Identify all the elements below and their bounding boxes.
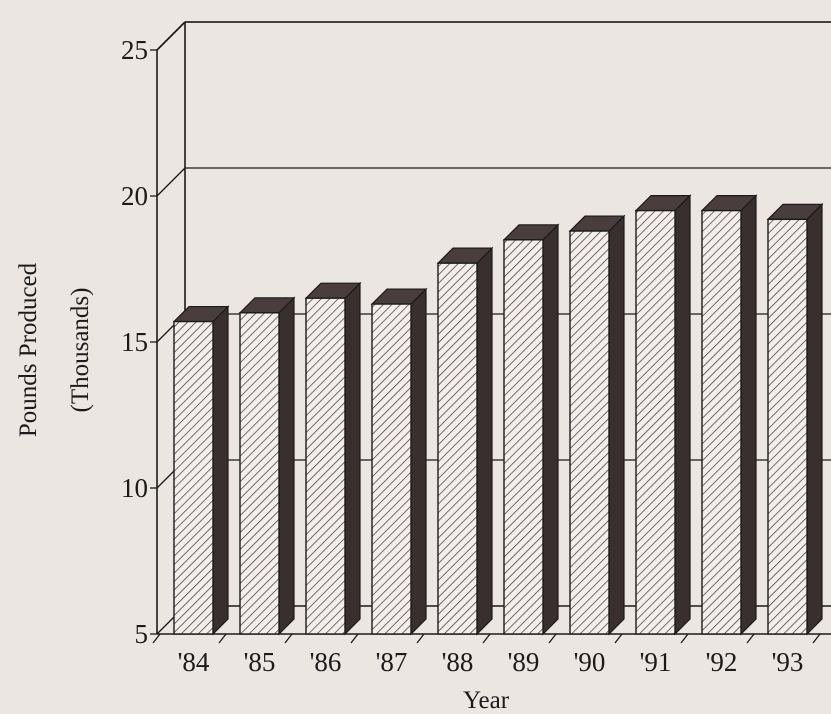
x-tick-label: '93 (772, 647, 804, 677)
bar (238, 296, 296, 636)
x-tick-label: '84 (178, 647, 210, 677)
bars (172, 194, 824, 636)
bar-front (173, 320, 214, 635)
bar (172, 305, 230, 636)
x-tick-label: '89 (508, 647, 540, 677)
y-tick-label: 20 (121, 181, 148, 211)
x-tick-label: '91 (640, 647, 672, 677)
x-tick-mark (746, 633, 755, 644)
x-tick-label: '88 (442, 647, 474, 677)
x-tick-mark (218, 633, 227, 644)
y-tick-label: 15 (121, 327, 148, 357)
bar-side (212, 305, 229, 636)
x-tick-label: '87 (376, 647, 408, 677)
bar-front (701, 209, 742, 635)
bar-side (278, 296, 295, 636)
bar-side (740, 194, 757, 636)
bar-side (410, 287, 427, 636)
x-tick-label: '86 (310, 647, 342, 677)
bar-front (305, 297, 346, 635)
bar-front (239, 312, 280, 635)
bar-side (674, 194, 691, 636)
x-tick-mark (152, 633, 161, 644)
y-axis-title-line1: Pounds Produced (15, 262, 42, 437)
bar-front (635, 209, 676, 635)
y-axis-ticks: 5 10 15 20 25 (121, 35, 157, 649)
x-tick-mark (350, 633, 359, 644)
gridline-diagonal (156, 167, 186, 197)
x-tick-mark (416, 633, 425, 644)
bar (568, 214, 626, 636)
bar-front (569, 230, 610, 635)
x-tick-mark (548, 633, 557, 644)
bar-front (503, 239, 544, 635)
bar-front (767, 218, 808, 635)
bar (304, 281, 362, 636)
x-axis-ticks: '84 '85 '86 '87 '88 '89 '90 '91 '92 '93 (152, 633, 821, 677)
y-axis-title-line2: (Thousands) (67, 288, 94, 413)
x-tick-mark (614, 633, 623, 644)
gridline-diagonal (156, 21, 186, 51)
y-tick-label: 10 (121, 473, 148, 503)
bar (436, 246, 494, 636)
x-tick-mark (812, 633, 821, 644)
bar (700, 194, 758, 636)
x-tick-mark (284, 633, 293, 644)
y-tick-label: 5 (135, 619, 149, 649)
bar (766, 202, 824, 636)
bar (370, 287, 428, 636)
bar-side (806, 202, 823, 636)
x-tick-label: '92 (706, 647, 738, 677)
bar-side (542, 223, 559, 636)
bar-side (608, 214, 625, 636)
bar-side (344, 281, 361, 636)
bar (634, 194, 692, 636)
bar-front (371, 303, 412, 635)
x-tick-label: '90 (574, 647, 606, 677)
x-tick-mark (482, 633, 491, 644)
bar-front (437, 262, 478, 635)
bar (502, 223, 560, 636)
x-tick-label: '85 (244, 647, 276, 677)
x-tick-mark (680, 633, 689, 644)
bar-side (476, 246, 493, 636)
x-axis-title: Year (463, 687, 510, 714)
y-tick-label: 25 (121, 35, 148, 65)
